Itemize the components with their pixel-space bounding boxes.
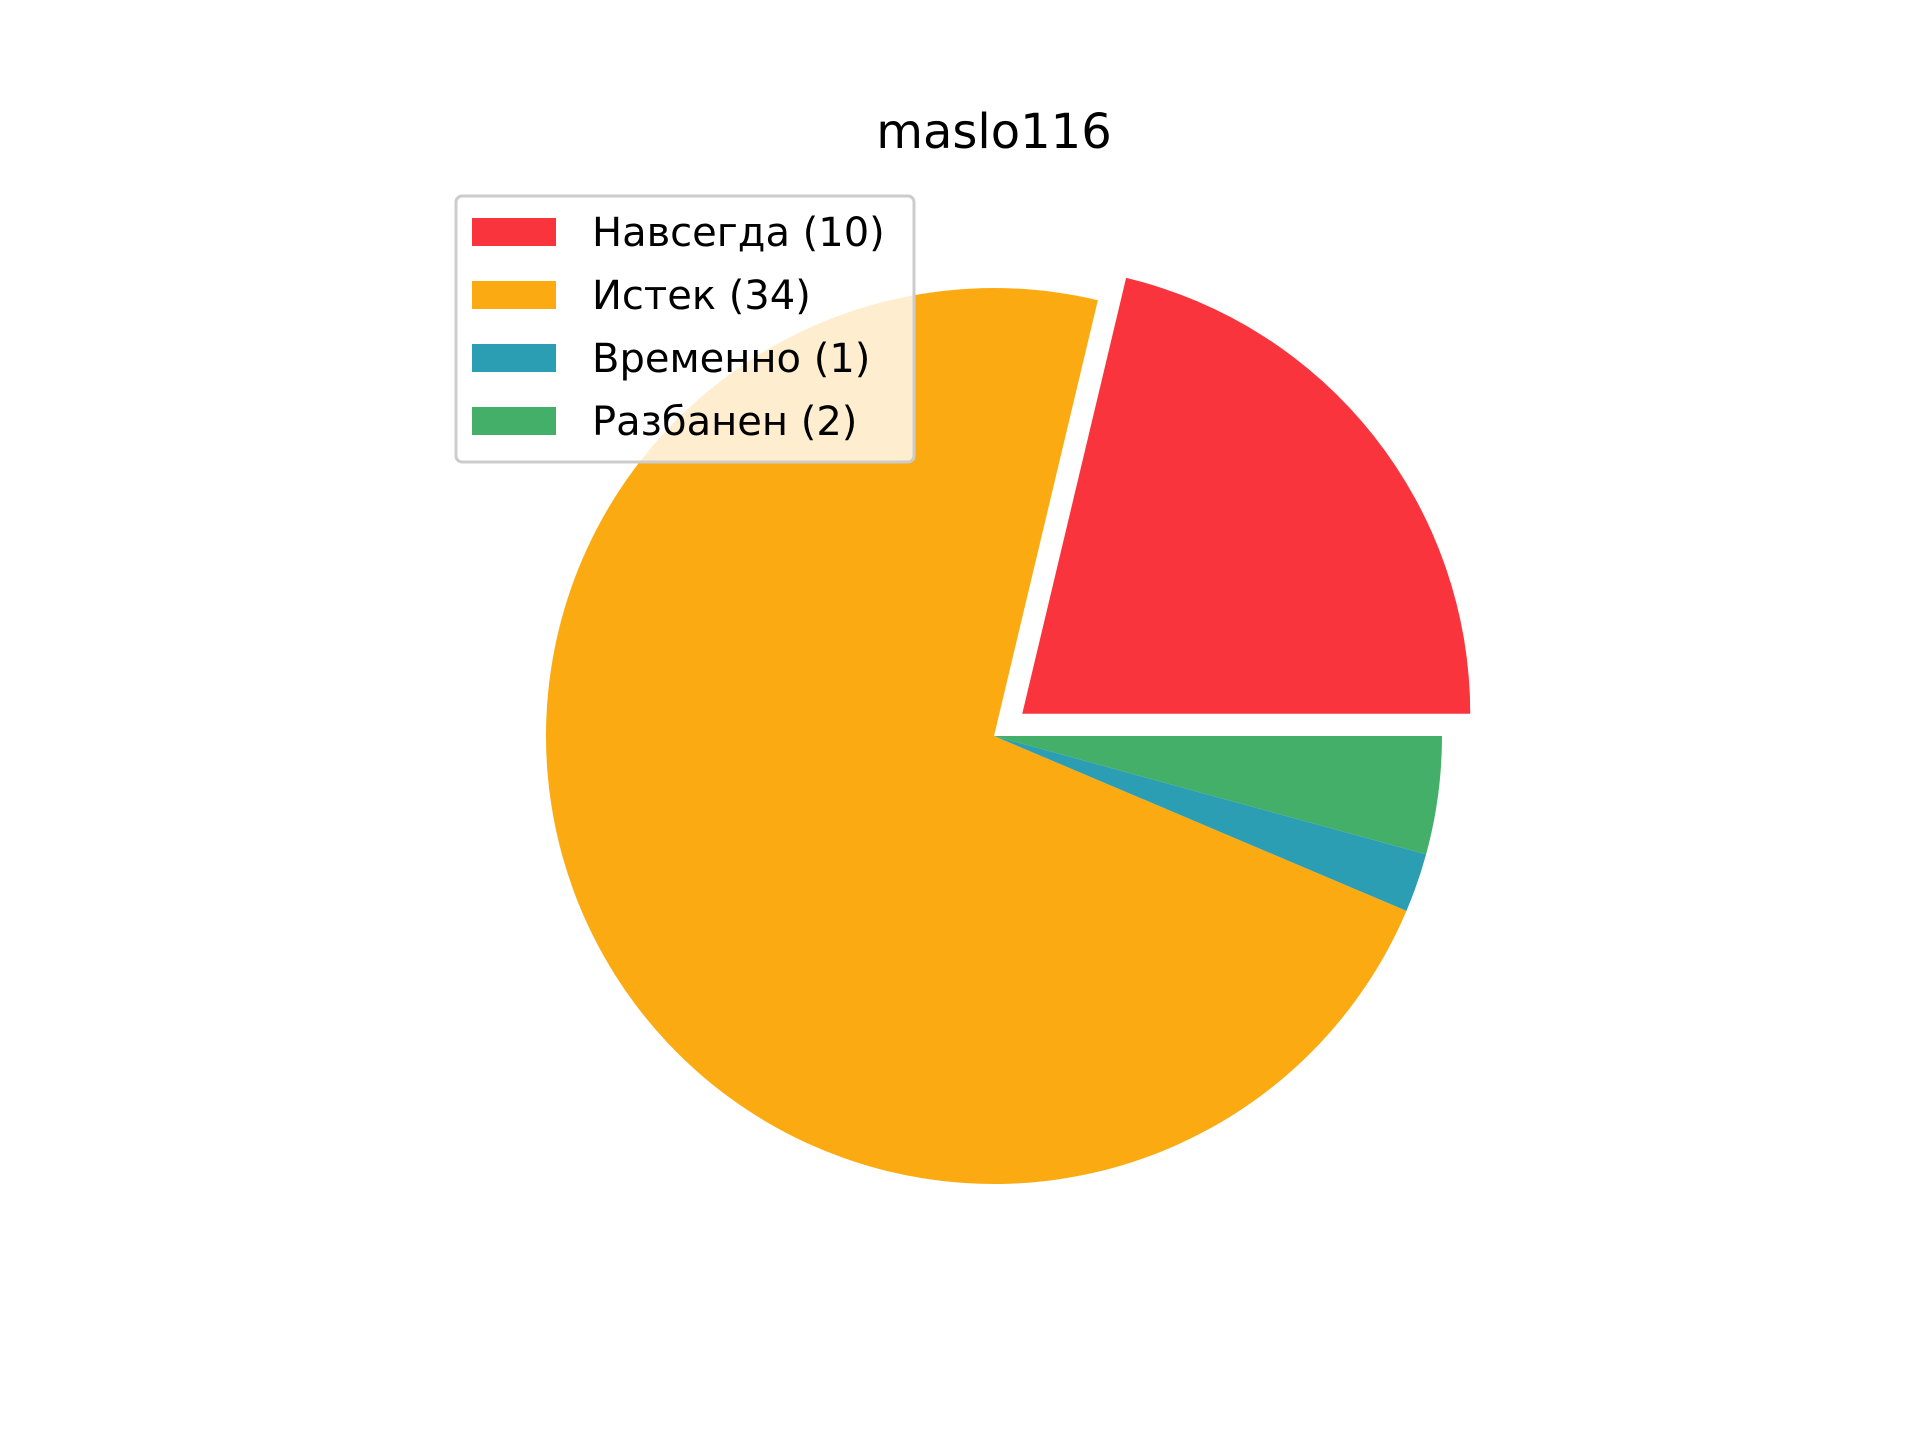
chart-title: maslo116 [876, 104, 1112, 160]
legend-swatch-1 [472, 218, 556, 246]
legend: Навсегда (10) Истек (34) Временно (1) Разба… [454, 194, 916, 464]
legend-label-3: Временно (1) [592, 336, 870, 382]
pie-slice-1 [1022, 277, 1471, 714]
pie-slice-2 [546, 288, 1407, 1184]
legend-label-2: Истек (34) [592, 273, 811, 319]
legend-swatch-2 [472, 281, 556, 309]
legend-items: Навсегда (10) Истек (34) Временно (1) Разба… [472, 210, 885, 445]
pie-slice-3 [994, 736, 1427, 911]
legend-label-1: Навсегда (10) [592, 210, 885, 256]
legend-swatch-3 [472, 344, 556, 372]
legend-swatch-4 [472, 407, 556, 435]
legend-label-4: Разбанен (2) [592, 399, 857, 445]
pie-slices [546, 277, 1471, 1184]
pie-slice-4 [994, 736, 1442, 855]
legend-frame [454, 194, 916, 464]
